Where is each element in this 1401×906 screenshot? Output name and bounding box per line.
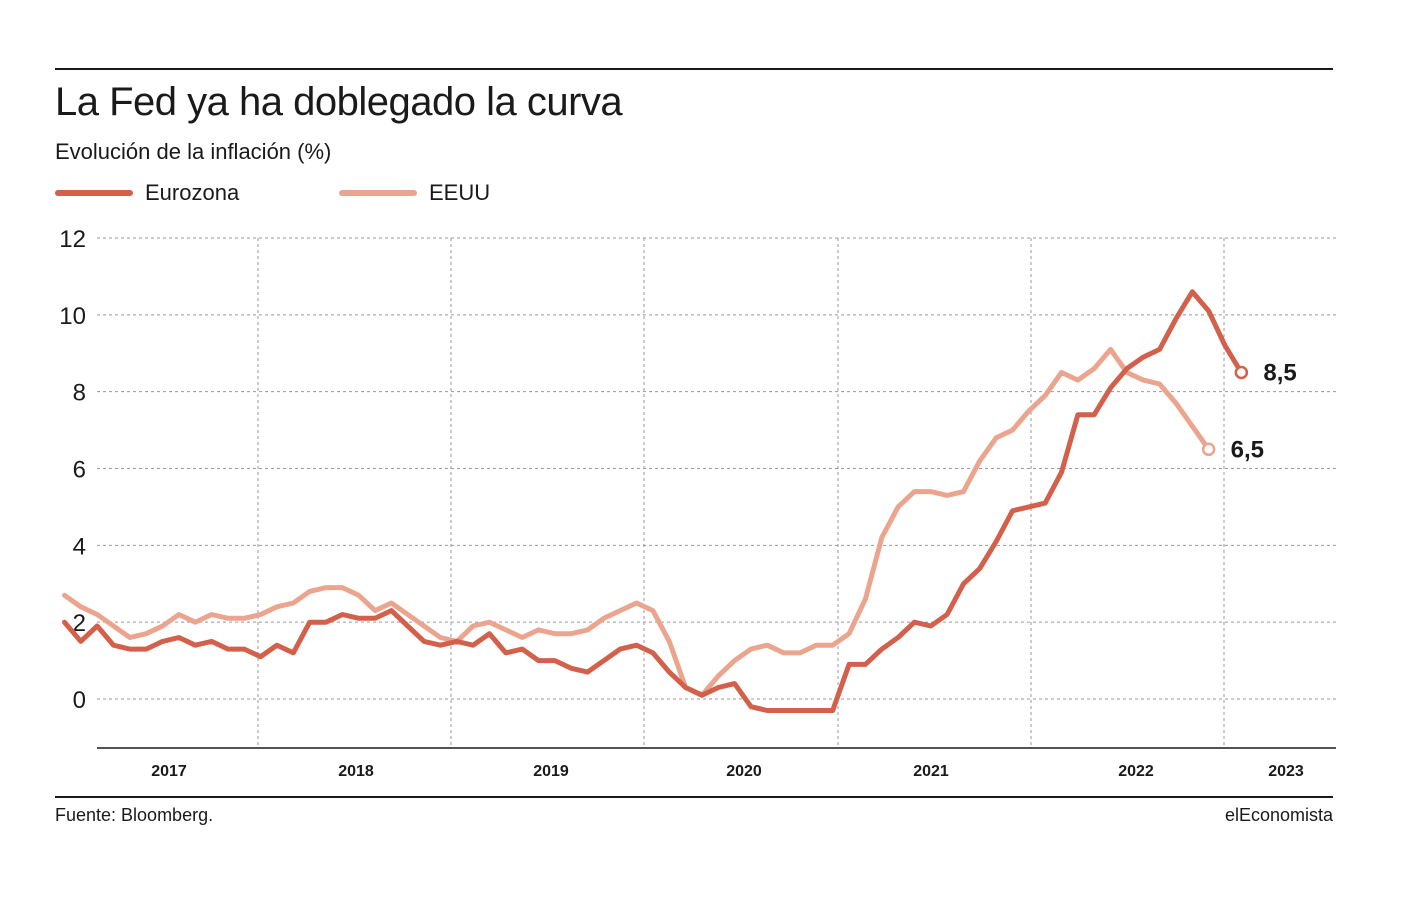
end-marker-eurozona xyxy=(1234,365,1249,380)
brand-name: elEconomista xyxy=(1224,805,1333,825)
legend-swatch-eurozona xyxy=(55,190,133,196)
y-tick-label-2: 2 xyxy=(73,610,86,637)
chart-subtitle: Evolución de la inflación (%) xyxy=(55,139,332,164)
y-tick-label-12: 12 xyxy=(59,226,86,253)
x-tick-label-2017: 2017 xyxy=(151,763,187,780)
legend-item-eurozona: Eurozona xyxy=(55,178,239,208)
y-tick-label-4: 4 xyxy=(73,533,86,560)
end-label-eeuu: 6,5 xyxy=(1231,436,1264,463)
bottom-rule xyxy=(55,796,1333,798)
x-tick-label-2021: 2021 xyxy=(913,763,949,780)
series-line-eeuu xyxy=(62,346,1212,698)
y-tick-label-0: 0 xyxy=(73,687,86,714)
legend-label-eeuu: EEUU xyxy=(429,180,491,205)
x-tick-label-2022: 2022 xyxy=(1118,763,1154,780)
y-tick-label-6: 6 xyxy=(73,457,86,484)
end-marker-eeuu xyxy=(1201,442,1216,457)
x-tick-label-2018: 2018 xyxy=(338,763,374,780)
chart-title: La Fed ya ha doblegado la curva xyxy=(55,80,623,124)
series-line-eurozona xyxy=(62,289,1244,713)
x-tick-label-2023: 2023 xyxy=(1268,763,1304,780)
source-note: Fuente: Bloomberg. xyxy=(55,805,214,825)
legend-swatch-eeuu xyxy=(339,190,417,196)
x-tick-label-2020: 2020 xyxy=(726,763,762,780)
legend: Eurozona EEUU xyxy=(55,178,755,208)
y-tick-label-10: 10 xyxy=(59,303,86,330)
legend-label-eurozona: Eurozona xyxy=(145,180,240,205)
legend-item-eeuu: EEUU xyxy=(339,178,490,208)
end-label-eurozona: 8,5 xyxy=(1263,359,1296,386)
top-rule xyxy=(55,68,1333,70)
x-tick-label-2019: 2019 xyxy=(533,763,569,780)
y-tick-label-8: 8 xyxy=(73,380,86,407)
